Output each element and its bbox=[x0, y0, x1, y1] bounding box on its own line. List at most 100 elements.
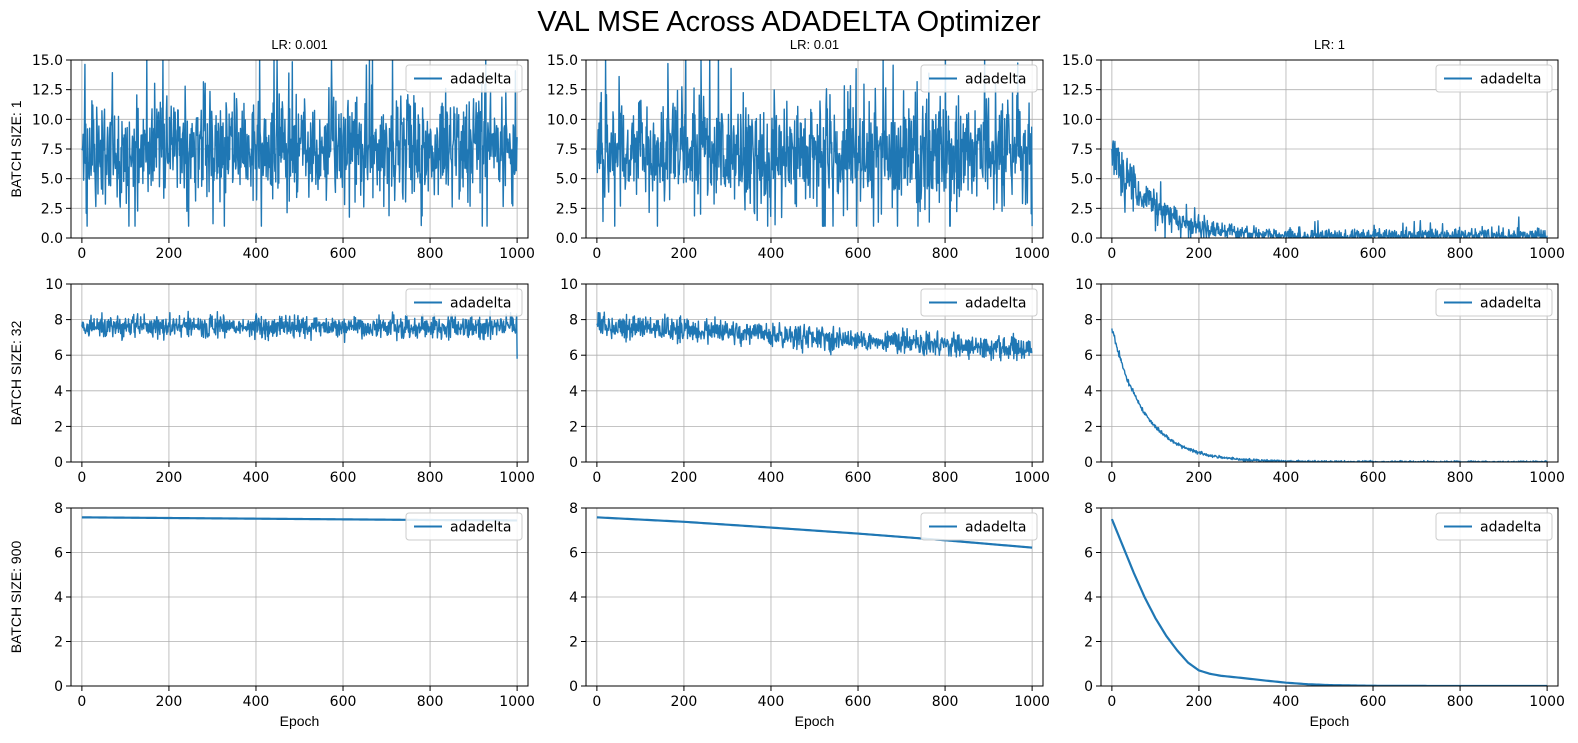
x-axis-label: Epoch bbox=[795, 713, 835, 729]
axes-frame bbox=[585, 283, 1044, 463]
x-tick-label: 600 bbox=[845, 246, 872, 262]
y-tick-label: 6 bbox=[54, 348, 63, 364]
y-tick-label: 4 bbox=[54, 384, 63, 400]
x-tick-label: 1000 bbox=[1529, 694, 1565, 710]
y-tick-label: 0 bbox=[569, 679, 578, 695]
y-tick-label: 10.0 bbox=[32, 112, 63, 128]
subplot-grid: 0 200 400 600 800 10000.02.55.07.510.012.515.… bbox=[8, 37, 1565, 729]
x-tick-label: 0 bbox=[1107, 470, 1116, 486]
x-tick-label: 600 bbox=[1360, 694, 1387, 710]
x-tick-label: 400 bbox=[243, 470, 270, 486]
x-tick-label: 1000 bbox=[499, 470, 535, 486]
x-tick-label: 400 bbox=[243, 246, 270, 262]
x-tick-label: 800 bbox=[1447, 470, 1474, 486]
subplot-2-2: 0 200 400 600 800 1000 0 2 4 6 8 Epoch adadelta bbox=[1084, 501, 1565, 729]
y-tick-label: 6 bbox=[569, 348, 578, 364]
x-tick-label: 200 bbox=[1186, 694, 1213, 710]
legend-label: adadelta bbox=[965, 520, 1027, 536]
legend-box bbox=[405, 64, 523, 93]
y-tick-label: 0 bbox=[569, 455, 578, 471]
x-tick-label: 1000 bbox=[499, 694, 535, 710]
legend-box bbox=[405, 512, 523, 541]
y-tick-label: 0.0 bbox=[41, 231, 63, 247]
y-tick-label: 15.0 bbox=[32, 53, 63, 69]
x-tick-label: 800 bbox=[1447, 246, 1474, 262]
legend-label: adadelta bbox=[1480, 296, 1542, 312]
y-tick-label: 10.0 bbox=[1062, 112, 1093, 128]
x-tick-label: 0 bbox=[1107, 694, 1116, 710]
x-tick-label: 0 bbox=[77, 470, 86, 486]
legend-label: adadelta bbox=[450, 520, 512, 536]
y-tick-label: 0.0 bbox=[1071, 231, 1093, 247]
y-tick-label: 10 bbox=[560, 277, 578, 293]
subplot-1-0: 0 200 400 600 800 1000 0 2 4 6 8 10 BATCH SIZE: 32 ad… bbox=[8, 277, 535, 486]
x-tick-label: 600 bbox=[330, 694, 357, 710]
legend: adadelta bbox=[1435, 512, 1553, 541]
legend-label: adadelta bbox=[1480, 520, 1542, 536]
x-tick-label: 800 bbox=[1447, 694, 1474, 710]
y-tick-label: 2.5 bbox=[41, 201, 63, 217]
series-line-adadelta bbox=[596, 60, 1033, 227]
x-tick-label: 0 bbox=[592, 246, 601, 262]
y-tick-label: 5.0 bbox=[556, 172, 578, 188]
legend: adadelta bbox=[405, 64, 523, 93]
x-tick-label: 200 bbox=[671, 470, 698, 486]
x-tick-label: 400 bbox=[758, 694, 785, 710]
legend: adadelta bbox=[405, 288, 523, 317]
subplot-title: LR: 1 bbox=[1314, 37, 1345, 52]
legend-box bbox=[1435, 512, 1553, 541]
x-tick-label: 800 bbox=[417, 694, 444, 710]
x-tick-label: 200 bbox=[671, 246, 698, 262]
x-tick-label: 1000 bbox=[1529, 470, 1565, 486]
legend-box bbox=[920, 64, 1038, 93]
y-tick-label: 8 bbox=[1084, 313, 1093, 329]
x-tick-label: 1000 bbox=[1529, 246, 1565, 262]
x-tick-label: 200 bbox=[156, 246, 183, 262]
x-tick-label: 400 bbox=[1273, 470, 1300, 486]
y-tick-label: 15.0 bbox=[547, 53, 578, 69]
y-tick-label: 6 bbox=[1084, 546, 1093, 562]
x-tick-label: 800 bbox=[932, 470, 959, 486]
x-tick-label: 1000 bbox=[1014, 246, 1050, 262]
x-tick-label: 600 bbox=[1360, 470, 1387, 486]
figure-title: VAL MSE Across ADADELTA Optimizer bbox=[537, 6, 1041, 38]
y-tick-label: 4 bbox=[54, 590, 63, 606]
y-tick-label: 8 bbox=[569, 501, 578, 517]
y-tick-label: 0 bbox=[54, 455, 63, 471]
legend: adadelta bbox=[920, 64, 1038, 93]
series-line-adadelta bbox=[81, 310, 518, 359]
y-tick-label: 10 bbox=[45, 277, 63, 293]
subplot-2-0: 0 200 400 600 800 1000 0 2 4 6 8 BATCH SIZE: 900 Epo… bbox=[8, 501, 535, 729]
x-tick-label: 800 bbox=[417, 470, 444, 486]
y-tick-label: 7.5 bbox=[1071, 142, 1093, 158]
x-tick-label: 1000 bbox=[1014, 470, 1050, 486]
y-tick-label: 6 bbox=[54, 546, 63, 562]
x-axis-label: Epoch bbox=[1310, 713, 1350, 729]
legend-box bbox=[920, 288, 1038, 317]
legend-box bbox=[920, 512, 1038, 541]
y-tick-label: 2 bbox=[569, 419, 578, 435]
y-tick-label: 10 bbox=[1075, 277, 1093, 293]
y-tick-label: 4 bbox=[569, 384, 578, 400]
x-tick-label: 800 bbox=[417, 246, 444, 262]
y-tick-label: 2 bbox=[1084, 635, 1093, 651]
y-tick-label: 2 bbox=[569, 635, 578, 651]
legend-label: adadelta bbox=[965, 296, 1027, 312]
legend-box bbox=[405, 288, 523, 317]
x-tick-label: 800 bbox=[932, 694, 959, 710]
legend: adadelta bbox=[1435, 64, 1553, 93]
y-tick-label: 4 bbox=[1084, 590, 1093, 606]
legend-label: adadelta bbox=[965, 72, 1027, 88]
x-tick-label: 400 bbox=[243, 694, 270, 710]
y-tick-label: 12.5 bbox=[32, 83, 63, 99]
x-tick-label: 400 bbox=[1273, 246, 1300, 262]
series-line-adadelta bbox=[596, 311, 1033, 362]
y-tick-label: 4 bbox=[569, 590, 578, 606]
y-tick-label: 4 bbox=[1084, 384, 1093, 400]
y-tick-label: 2 bbox=[54, 419, 63, 435]
y-tick-label: 10.0 bbox=[547, 112, 578, 128]
subplot-title: LR: 0.01 bbox=[790, 37, 839, 52]
y-tick-label: 6 bbox=[1084, 348, 1093, 364]
x-tick-label: 600 bbox=[845, 470, 872, 486]
subplot-0-2: 0 200 400 600 800 1000 0.0 2.5 5.0 7.5 10.0 12.5 15.… bbox=[1062, 37, 1565, 262]
